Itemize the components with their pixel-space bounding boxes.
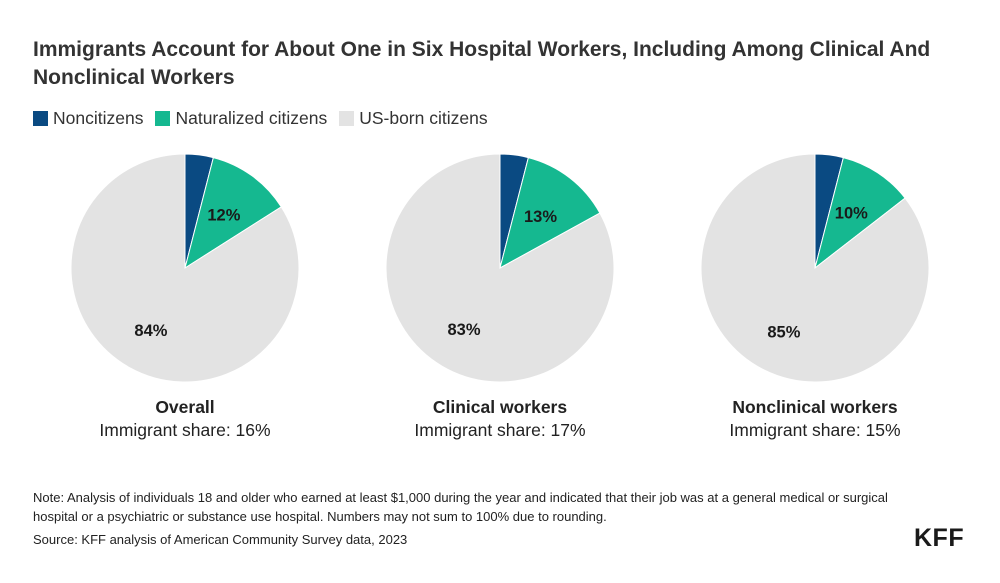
legend-swatch-naturalized (155, 111, 171, 126)
pie-label-clinical-workers-us-born-citizens: 83% (448, 321, 481, 339)
pie-title-overall: Overall (155, 397, 215, 417)
legend: Noncitizens Naturalized citizens US-born… (33, 108, 500, 129)
pie-title-clinical: Clinical workers (432, 397, 568, 417)
pie-subtitle-clinical: Immigrant share: 17% (414, 420, 586, 440)
legend-label-us-born: US-born citizens (359, 108, 488, 128)
legend-swatch-noncitizens (33, 111, 48, 126)
pie-subtitle-nonclinical: Immigrant share: 15% (729, 420, 901, 440)
pie-charts-svg: 12% 84% 13% 83% 10% 85% (70, 153, 930, 383)
pie-caption-overall: Overall Immigrant share: 16% (35, 395, 335, 442)
pie-slice-clinical-workers-us-born-citizens (385, 153, 615, 383)
legend-item-noncitizens: Noncitizens (33, 108, 143, 129)
pie-caption-clinical: Clinical workers Immigrant share: 17% (350, 395, 650, 442)
chart-title: Immigrants Account for About One in Six … (33, 38, 931, 89)
pie-title-nonclinical: Nonclinical workers (732, 397, 898, 417)
pie-slice-nonclinical-workers-us-born-citizens (700, 153, 930, 383)
source-note: Source: KFF analysis of American Communi… (33, 532, 408, 547)
legend-swatch-us-born (339, 111, 355, 126)
pie-subtitle-overall: Immigrant share: 16% (99, 420, 271, 440)
pie-label-clinical-workers-naturalized-citizens: 13% (524, 208, 557, 226)
pie-label-nonclinical-workers-naturalized-citizens: 10% (835, 205, 868, 223)
pie-slice-overall-us-born-citizens (70, 153, 300, 383)
kff-logo: KFF (914, 524, 965, 552)
pie-label-nonclinical-workers-us-born-citizens: 85% (767, 323, 800, 341)
legend-label-noncitizens: Noncitizens (53, 108, 144, 128)
pie-label-overall-naturalized-citizens: 12% (207, 207, 240, 225)
pie-label-overall-us-born-citizens: 84% (134, 322, 167, 340)
pie-slice-overall-naturalized-citizens (184, 156, 282, 270)
legend-label-naturalized: Naturalized citizens (175, 108, 328, 128)
legend-item-naturalized: Naturalized citizens (155, 108, 327, 129)
pie-slice-clinical-workers-naturalized-citizens (499, 156, 601, 269)
pie-caption-nonclinical: Nonclinical workers Immigrant share: 15% (665, 395, 965, 442)
legend-item-us-born: US-born citizens (339, 108, 488, 129)
pie-slice-nonclinical-workers-naturalized-citizens (814, 156, 906, 270)
pie-charts-area: 12% 84% 13% 83% 10% 85% (0, 140, 1000, 440)
footnote: Note: Analysis of individuals 18 and old… (33, 490, 888, 524)
